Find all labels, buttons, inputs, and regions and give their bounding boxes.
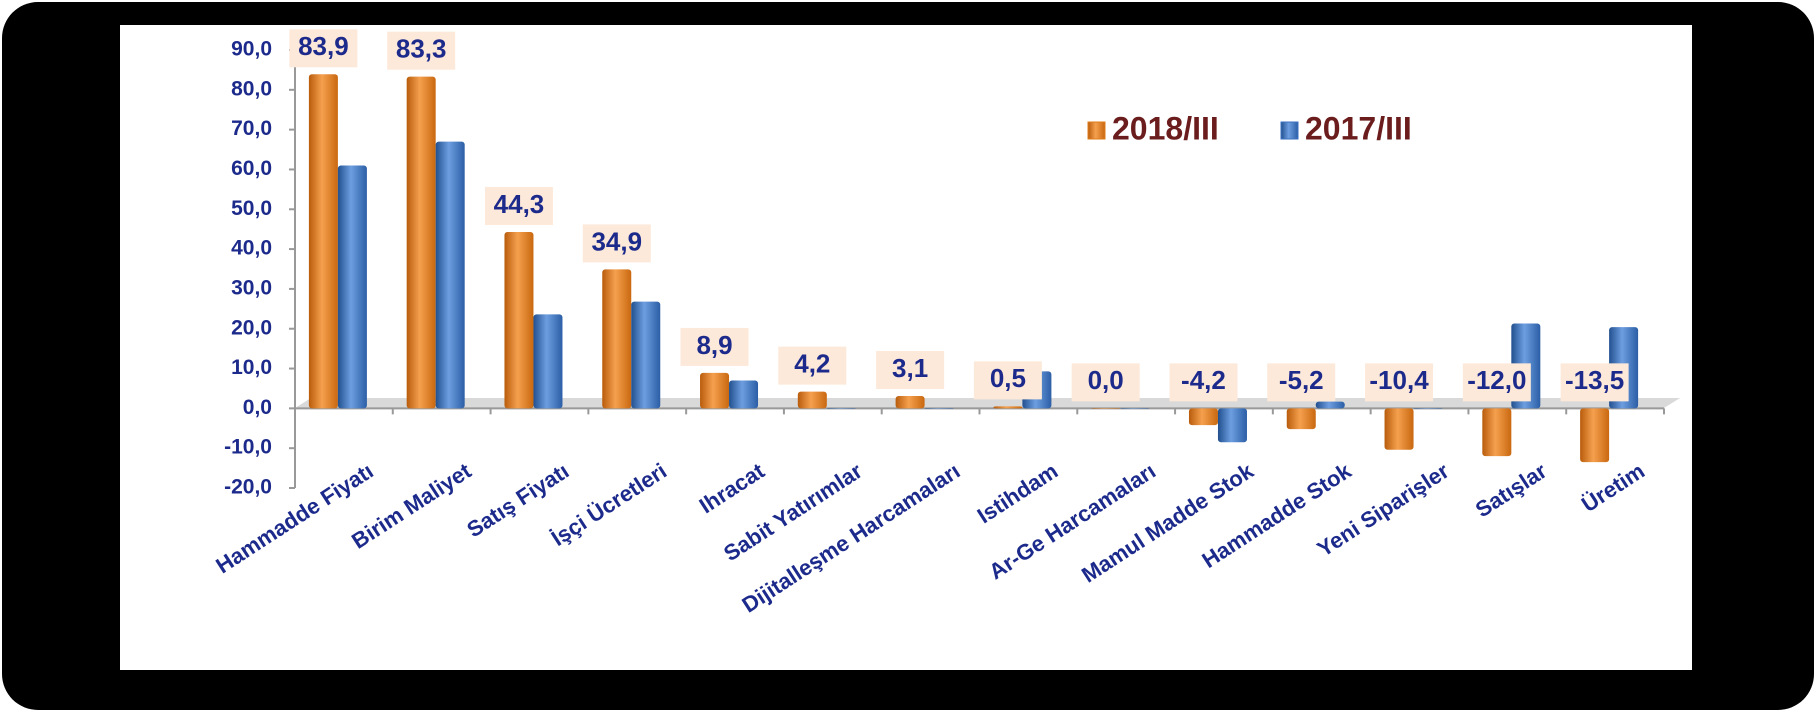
data-label: 3,1 xyxy=(892,353,928,383)
data-label: 8,9 xyxy=(696,330,732,360)
y-tick-label: 40,0 xyxy=(231,237,272,260)
bar xyxy=(1120,408,1150,409)
data-label-box xyxy=(680,327,749,366)
bar xyxy=(504,231,534,409)
legend-swatch xyxy=(1087,121,1106,140)
data-label-box xyxy=(876,351,945,390)
y-tick-label: -20,0 xyxy=(224,476,272,499)
bar xyxy=(308,74,338,409)
bar xyxy=(797,391,827,409)
data-label: 0,0 xyxy=(1088,365,1124,395)
data-label: -4,2 xyxy=(1181,365,1226,395)
data-label: 4,2 xyxy=(794,349,830,379)
bar xyxy=(729,380,759,409)
y-tick-label: 10,0 xyxy=(231,356,272,379)
bar xyxy=(337,165,367,409)
bar xyxy=(406,76,436,409)
bar xyxy=(1384,408,1414,450)
bar xyxy=(1217,408,1247,443)
data-label: 83,3 xyxy=(396,34,447,64)
legend-label: 2018/III xyxy=(1112,110,1219,146)
y-tick-label: 20,0 xyxy=(231,316,272,339)
legend-swatch xyxy=(1280,121,1299,140)
y-tick-label: 90,0 xyxy=(231,38,272,61)
bar xyxy=(1315,401,1345,409)
data-label-box xyxy=(289,29,358,68)
bar xyxy=(1286,408,1316,430)
data-label-box xyxy=(387,31,456,70)
data-label-box xyxy=(973,361,1042,400)
bar xyxy=(1580,408,1610,463)
data-label-box xyxy=(1071,363,1140,402)
bar xyxy=(700,372,730,409)
y-tick-label: 60,0 xyxy=(231,157,272,180)
data-label: 44,3 xyxy=(494,189,545,219)
bar xyxy=(631,301,661,409)
bar xyxy=(895,396,925,409)
bar xyxy=(993,406,1023,409)
y-tick-label: 30,0 xyxy=(231,276,272,299)
bar xyxy=(1188,408,1218,426)
data-label-box xyxy=(484,186,553,225)
data-label-box xyxy=(778,346,847,385)
panel xyxy=(120,25,1692,670)
bar xyxy=(602,269,632,409)
y-tick-label: 80,0 xyxy=(231,77,272,100)
bar xyxy=(924,408,954,409)
legend-label: 2017/III xyxy=(1305,110,1412,146)
y-tick-label: 70,0 xyxy=(231,117,272,140)
bar xyxy=(435,141,465,409)
data-label: 83,9 xyxy=(298,31,349,61)
data-label-box xyxy=(1560,363,1629,402)
bar xyxy=(1482,408,1512,457)
y-tick-label: -10,0 xyxy=(224,436,272,459)
y-tick-label: 50,0 xyxy=(231,197,272,220)
data-label: -5,2 xyxy=(1279,365,1324,395)
data-label-box xyxy=(1267,363,1336,402)
bar xyxy=(533,314,563,409)
data-label-box xyxy=(1365,363,1434,402)
y-tick-label: 0,0 xyxy=(243,396,272,419)
data-label-box xyxy=(582,224,651,263)
data-label-box xyxy=(1462,363,1531,402)
bar xyxy=(1413,408,1443,409)
data-label: 0,5 xyxy=(990,363,1026,393)
data-label: 34,9 xyxy=(591,226,642,256)
data-label: -10,4 xyxy=(1369,365,1429,395)
data-label: -13,5 xyxy=(1565,365,1624,395)
bar xyxy=(1091,408,1121,409)
data-label: -12,0 xyxy=(1467,365,1526,395)
data-label-box xyxy=(1169,363,1238,402)
bar xyxy=(826,408,856,409)
